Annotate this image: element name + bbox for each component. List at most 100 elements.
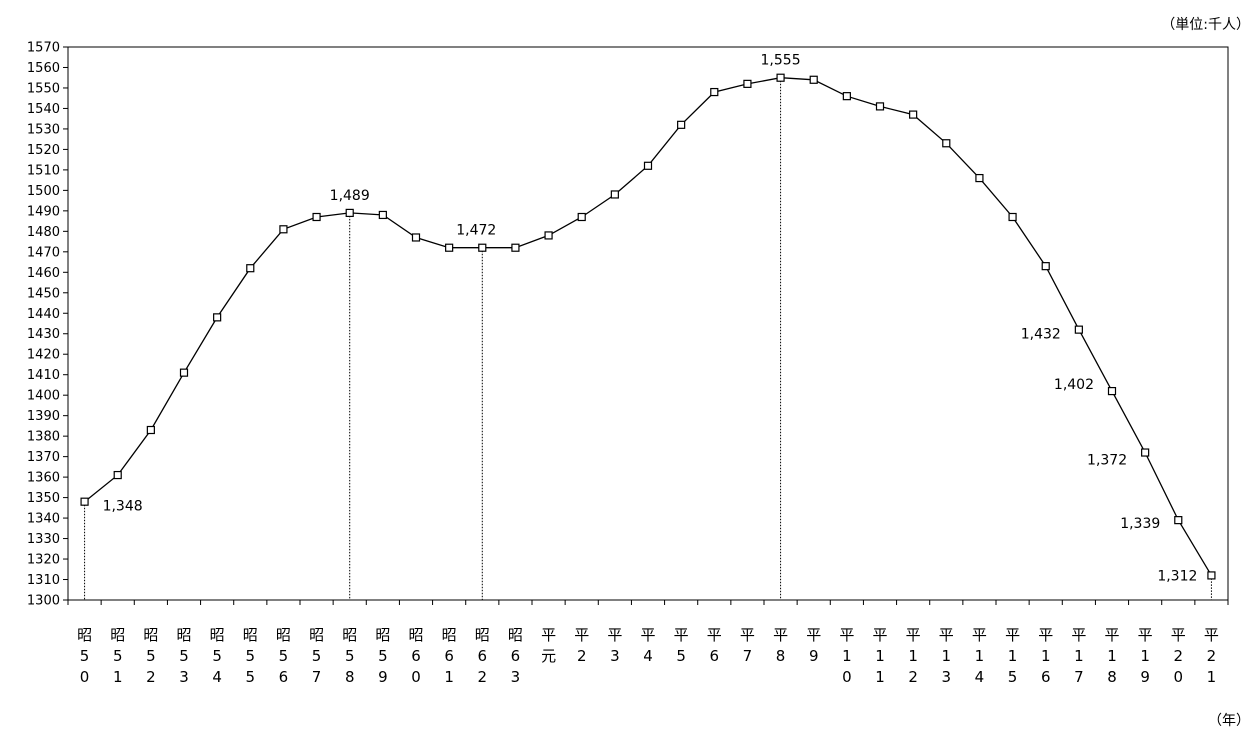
y-tick-label: 1410 (27, 368, 60, 383)
x-tick-label: 0 (842, 668, 852, 686)
x-tick-label: 平 (773, 626, 788, 644)
y-tick-label: 1570 (27, 41, 60, 56)
x-tick-label: 昭 (408, 626, 423, 644)
x-tick-label: 5 (1008, 668, 1018, 686)
data-point (213, 313, 222, 322)
x-tick-label: 9 (1140, 668, 1150, 686)
data-point (710, 87, 719, 97)
x-tick-label: 平 (574, 626, 589, 644)
data-point (544, 231, 553, 240)
x-tick-label: 平 (1038, 626, 1053, 644)
x-tick-label: 0 (411, 668, 421, 686)
x-tick-label: 6 (478, 647, 488, 665)
x-tick-label: 昭 (276, 626, 291, 644)
x-tick-label: 平 (640, 626, 655, 644)
x-tick-label: 2 (577, 647, 587, 665)
data-point (776, 73, 785, 82)
x-tick-label: 6 (1041, 668, 1051, 686)
x-tick-label: 1 (444, 668, 454, 686)
data-point (842, 92, 851, 101)
x-tick-label: 平 (839, 626, 854, 644)
data-label: 1,489 (330, 188, 370, 204)
x-tick-label: 平 (541, 626, 556, 644)
data-point (909, 110, 918, 119)
y-tick-label: 1540 (27, 102, 60, 117)
y-axis-ticks: 1300 1310 1320 1330 1340 1350 1360 1370 1380 1390… (27, 41, 68, 609)
x-tick-label: 昭 (475, 626, 490, 644)
x-tick-label: 平 (1204, 626, 1219, 644)
x-tick-label: 5 (246, 647, 256, 665)
data-label: 1,348 (103, 499, 143, 515)
x-axis-unit-label: （年） (1208, 713, 1250, 729)
data-point (179, 368, 189, 377)
x-tick-label: 平 (1171, 626, 1186, 644)
x-tick-label: 昭 (375, 626, 390, 644)
y-tick-label: 1430 (27, 327, 60, 342)
data-point (643, 161, 653, 170)
data-label: 1,472 (456, 223, 496, 239)
x-tick-label: 昭 (508, 626, 523, 644)
x-tick-label: 2 (908, 668, 918, 686)
y-tick-label: 1320 (27, 553, 60, 568)
data-point (80, 497, 89, 506)
data-label: 1,402 (1054, 377, 1094, 393)
x-tick-label: 平 (1104, 626, 1119, 644)
x-tick-label: 5 (378, 647, 388, 665)
x-tick-label: 5 (246, 668, 256, 686)
data-point (1207, 571, 1216, 580)
x-tick-label: 6 (444, 647, 454, 665)
x-tick-label: 1 (1008, 647, 1018, 665)
x-tick-label: 平 (872, 626, 887, 644)
chart-axes (67, 46, 1229, 601)
unit-label: （単位:千人） (1161, 17, 1250, 33)
x-tick-label: 昭 (143, 626, 158, 644)
x-tick-label: 1 (975, 647, 985, 665)
x-tick-label: 1 (942, 647, 952, 665)
x-tick-label: 1 (842, 647, 852, 665)
data-point (577, 212, 586, 222)
x-tick-label: 2 (478, 668, 488, 686)
x-tick-label: 平 (806, 626, 821, 644)
x-tick-label: 1 (1107, 647, 1117, 665)
data-point (677, 120, 686, 129)
x-tick-label: 9 (378, 668, 388, 686)
x-tick-label: 6 (411, 647, 421, 665)
x-tick-label: 7 (1074, 668, 1084, 686)
x-tick-label: 7 (743, 647, 753, 665)
data-label: 1,339 (1120, 516, 1160, 532)
y-tick-label: 1560 (27, 61, 60, 76)
x-tick-label: 0 (1174, 668, 1184, 686)
data-labels: 1,348 1,489 1,472 1,555 1,432 1,402 1,372 1,339… (103, 53, 1198, 585)
y-tick-label: 1300 (27, 594, 60, 609)
y-tick-label: 1310 (27, 573, 60, 588)
x-tick-label: 3 (179, 668, 189, 686)
data-point (246, 264, 255, 273)
x-tick-label: 平 (939, 626, 954, 644)
x-tick-label: 8 (776, 647, 786, 665)
y-tick-label: 1340 (27, 512, 60, 527)
x-tick-label: 5 (345, 647, 355, 665)
y-tick-label: 1370 (27, 450, 60, 465)
x-axis-ticks: 昭 5 0 昭 5 1 昭 5 2 昭 5 3 昭 5 4 昭 5 5 昭 5 6 昭 5 7 昭 5 8 昭 5 9 昭 6 0 昭 6 1 昭 6 2 昭… (67, 600, 1229, 686)
x-tick-label: 4 (212, 668, 222, 686)
x-tick-label: 平 (740, 626, 755, 644)
x-tick-label: 元 (541, 647, 556, 665)
x-tick-label: 平 (1138, 626, 1153, 644)
y-tick-label: 1400 (27, 389, 60, 404)
data-point (743, 79, 752, 88)
x-tick-label: 5 (113, 647, 123, 665)
data-label: 1,372 (1087, 453, 1127, 469)
x-tick-label: 6 (710, 647, 720, 665)
data-point (445, 243, 454, 252)
x-tick-label: 2 (146, 668, 156, 686)
data-point (146, 425, 155, 435)
x-tick-label: 3 (511, 668, 521, 686)
plot-area (67, 46, 1229, 601)
y-tick-label: 1550 (27, 81, 60, 96)
x-tick-label: 5 (146, 647, 156, 665)
x-tick-label: 8 (1107, 668, 1117, 686)
x-tick-label: 昭 (342, 626, 357, 644)
x-tick-label: 1 (875, 668, 885, 686)
x-tick-label: 4 (975, 668, 985, 686)
data-point (1174, 516, 1183, 525)
